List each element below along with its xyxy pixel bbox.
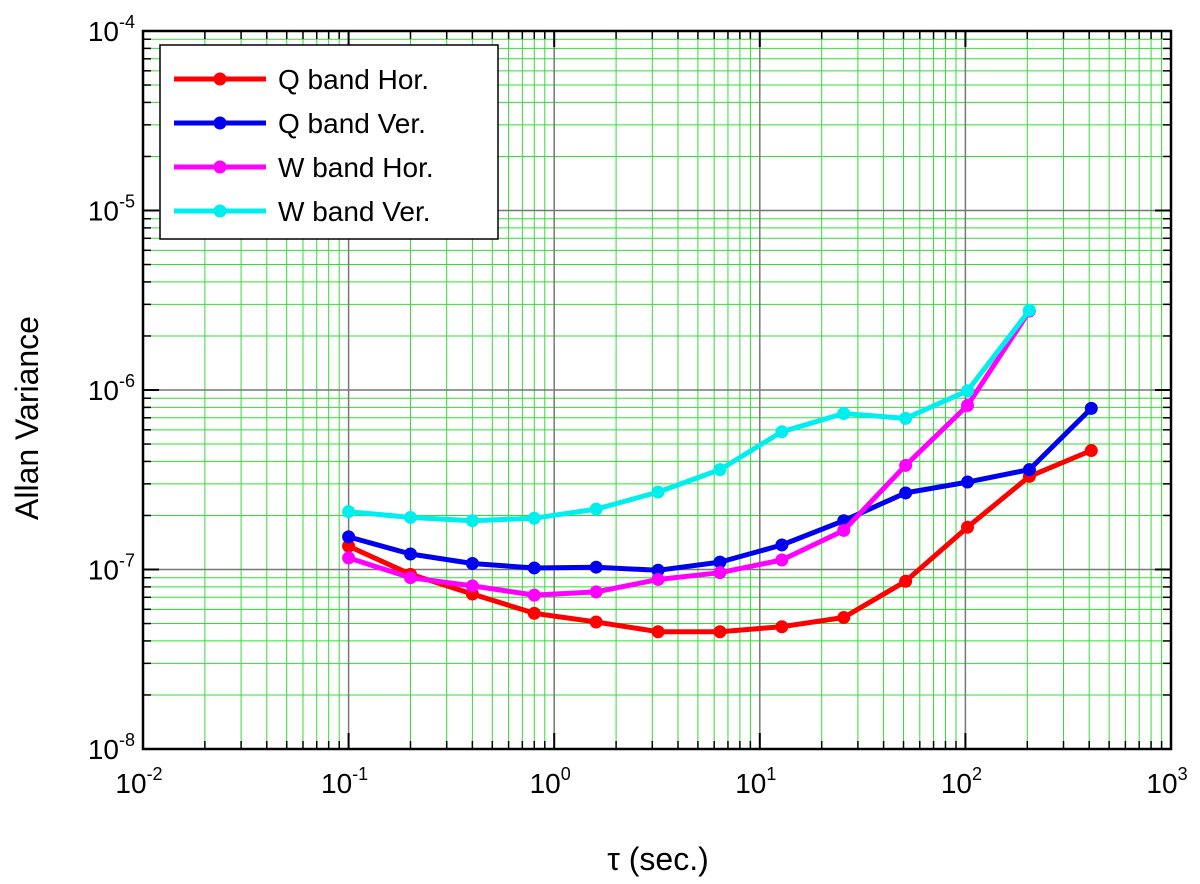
series-w-band-ver <box>342 303 1036 528</box>
data-point-w-band-ver <box>589 502 603 516</box>
data-point-w-band-ver <box>527 511 541 525</box>
y-axis-title: Allan Variance <box>9 316 45 520</box>
x-tick-label: 100 <box>530 764 571 799</box>
data-point-w-band-hor <box>651 572 665 586</box>
x-tick-label: 101 <box>735 764 776 799</box>
data-point-w-band-ver <box>713 463 727 477</box>
x-tick-label: 10-1 <box>321 764 368 799</box>
data-point-q-band-ver <box>899 486 913 500</box>
data-point-q-band-hor <box>775 620 789 634</box>
data-point-w-band-hor <box>961 398 975 412</box>
data-point-q-band-ver <box>403 547 417 561</box>
data-point-w-band-hor <box>465 579 479 593</box>
data-point-q-band-hor <box>342 539 356 553</box>
legend-marker-q-band-ver <box>213 116 227 130</box>
series-line-w-band-hor <box>346 308 1032 598</box>
x-tick-label: 103 <box>1146 764 1187 799</box>
data-point-w-band-ver <box>465 514 479 528</box>
series-layer <box>342 303 1098 639</box>
tick-labels: 10-2 10-1 100 101 102 103 10-8 10-7 10-6 10-5 10-4 <box>88 12 1188 799</box>
data-point-w-band-hor <box>342 551 356 565</box>
data-point-w-band-hor <box>713 566 727 580</box>
data-point-w-band-ver <box>651 485 665 499</box>
data-point-q-band-ver <box>651 563 665 577</box>
data-point-w-band-hor <box>527 588 541 602</box>
data-point-w-band-hor <box>837 523 851 537</box>
data-point-w-band-ver <box>775 425 789 439</box>
legend-marker-w-band-ver <box>213 204 227 218</box>
data-point-q-band-ver <box>775 538 789 552</box>
data-point-q-band-hor <box>589 615 603 629</box>
data-point-w-band-ver <box>899 411 913 425</box>
data-point-q-band-hor <box>651 625 665 639</box>
data-point-q-band-hor <box>837 611 851 625</box>
data-point-w-band-ver <box>403 510 417 524</box>
legend-label-q-band-hor: Q band Hor. <box>278 64 429 95</box>
y-tick-label: 10-6 <box>88 371 135 406</box>
series-q-band-ver <box>342 401 1098 577</box>
legend: Q band Hor. Q band Ver. W band Hor. W band … <box>159 44 499 240</box>
y-tick-label: 10-8 <box>88 730 135 765</box>
data-point-q-band-hor <box>1084 444 1098 458</box>
data-point-w-band-ver <box>961 384 975 398</box>
data-point-q-band-ver <box>465 557 479 571</box>
data-point-w-band-hor <box>775 553 789 567</box>
legend-label-w-band-ver: W band Ver. <box>278 196 431 227</box>
data-point-q-band-ver <box>1084 401 1098 415</box>
data-point-w-band-ver <box>342 505 356 519</box>
data-point-q-band-hor <box>713 625 727 639</box>
data-point-q-band-ver <box>1022 463 1036 477</box>
x-tick-label: 10-2 <box>115 764 162 799</box>
data-point-w-band-ver <box>1022 303 1036 317</box>
y-tick-label: 10-4 <box>88 12 135 47</box>
data-point-w-band-hor <box>899 458 913 472</box>
data-point-q-band-hor <box>899 574 913 588</box>
y-tick-label: 10-7 <box>88 551 135 586</box>
axis-ticks <box>142 30 1172 750</box>
data-point-q-band-ver <box>527 561 541 575</box>
legend-label-w-band-hor: W band Hor. <box>278 152 434 183</box>
data-point-w-band-hor <box>403 571 417 585</box>
data-point-q-band-ver <box>961 475 975 489</box>
legend-marker-w-band-hor <box>213 160 227 174</box>
y-tick-label: 10-5 <box>88 192 135 227</box>
data-point-w-band-hor <box>589 585 603 599</box>
data-point-q-band-ver <box>713 555 727 569</box>
legend-marker-q-band-hor <box>213 72 227 86</box>
data-point-q-band-ver <box>342 530 356 544</box>
x-tick-label: 102 <box>941 764 982 799</box>
data-point-q-band-hor <box>961 520 975 534</box>
data-point-q-band-ver <box>589 560 603 574</box>
legend-label-q-band-ver: Q band Ver. <box>278 108 426 139</box>
data-point-w-band-ver <box>837 406 851 420</box>
data-point-q-band-hor <box>527 606 541 620</box>
x-axis-title: τ (sec.) <box>607 841 709 877</box>
series-line-w-band-ver <box>346 307 1032 524</box>
